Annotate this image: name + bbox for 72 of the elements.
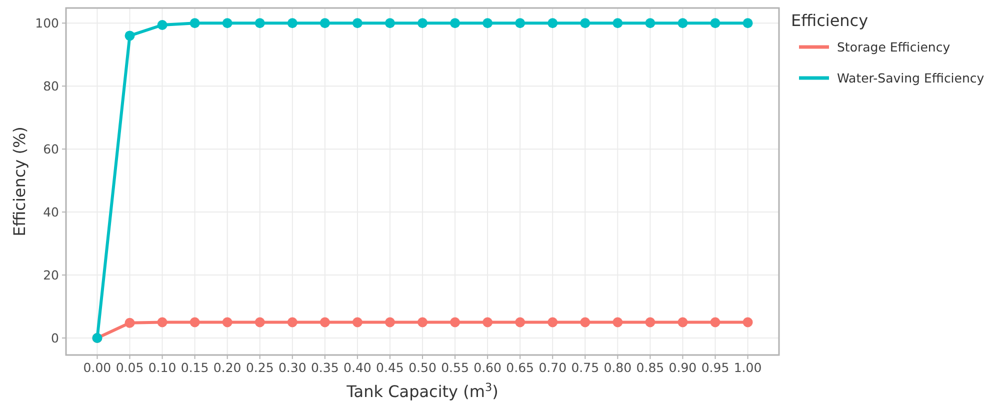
x-tick-label: 0.90 xyxy=(668,360,697,375)
point xyxy=(254,18,265,28)
point xyxy=(710,317,720,328)
point xyxy=(320,18,330,28)
y-tick-label: 0 xyxy=(51,330,60,346)
point xyxy=(418,317,428,328)
x-tick-label: 0.75 xyxy=(571,360,600,375)
x-tick-label: 0.30 xyxy=(278,360,306,375)
legend-title: Efficiency xyxy=(791,11,868,30)
point xyxy=(612,317,623,328)
point xyxy=(384,18,395,28)
x-tick-label: 0.20 xyxy=(213,360,242,375)
point xyxy=(124,30,135,41)
point xyxy=(352,317,362,328)
x-tick-label: 0.55 xyxy=(441,360,469,375)
legend-label: Storage Efficiency xyxy=(837,39,951,54)
x-tick-label: 0.45 xyxy=(376,360,404,375)
point xyxy=(580,317,590,328)
point xyxy=(352,18,362,28)
x-tick-label: 0.15 xyxy=(180,360,209,375)
x-tick-label: 0.25 xyxy=(246,360,274,375)
point xyxy=(742,18,753,28)
x-tick-label: 0.85 xyxy=(636,360,664,375)
y-axis-title: Efficiency (%) xyxy=(10,126,29,236)
y-tick-label: 40 xyxy=(43,204,60,220)
point xyxy=(450,317,460,328)
x-tick-label: 0.05 xyxy=(116,360,144,375)
point xyxy=(222,317,232,328)
point xyxy=(418,18,428,28)
x-tick-label: 1.00 xyxy=(734,360,762,375)
point xyxy=(580,18,590,28)
point xyxy=(157,317,168,328)
point xyxy=(710,18,720,28)
x-tick-label: 0.35 xyxy=(310,360,339,375)
point xyxy=(222,18,232,28)
y-tick-label: 20 xyxy=(43,267,60,282)
x-tick-label: 0.40 xyxy=(344,360,372,375)
point xyxy=(742,317,753,328)
x-tick-label: 0.95 xyxy=(701,360,730,375)
point xyxy=(384,317,395,328)
x-tick-label: 0.65 xyxy=(506,360,534,375)
x-tick-label: 0.80 xyxy=(604,360,632,375)
point xyxy=(482,18,493,28)
point xyxy=(678,18,688,28)
y-tick-label: 100 xyxy=(35,15,60,30)
point xyxy=(645,317,656,328)
point xyxy=(287,18,298,28)
point xyxy=(645,18,656,28)
point xyxy=(320,317,330,328)
point xyxy=(287,317,298,328)
point xyxy=(190,317,200,328)
x-tick-label: 0.10 xyxy=(148,360,176,375)
legend-label: Water-Saving Efficiency xyxy=(837,70,985,86)
x-tick-label: 0.70 xyxy=(538,360,567,375)
point xyxy=(515,317,526,328)
point xyxy=(450,18,460,28)
y-tick-label: 60 xyxy=(43,141,60,156)
point xyxy=(482,317,493,328)
x-tick-label: 0.00 xyxy=(83,360,112,375)
point xyxy=(157,20,168,30)
point xyxy=(254,317,265,328)
point xyxy=(124,318,135,328)
x-tick-label: 0.50 xyxy=(408,360,436,375)
point xyxy=(548,317,558,328)
point xyxy=(190,18,200,28)
x-tick-label: 0.60 xyxy=(474,360,502,375)
point xyxy=(515,18,526,28)
x-axis-title: Tank Capacity (m$^{3}$) xyxy=(346,380,498,401)
y-tick-label: 80 xyxy=(43,78,60,94)
point xyxy=(678,317,688,328)
point xyxy=(612,18,623,28)
point xyxy=(548,18,558,28)
